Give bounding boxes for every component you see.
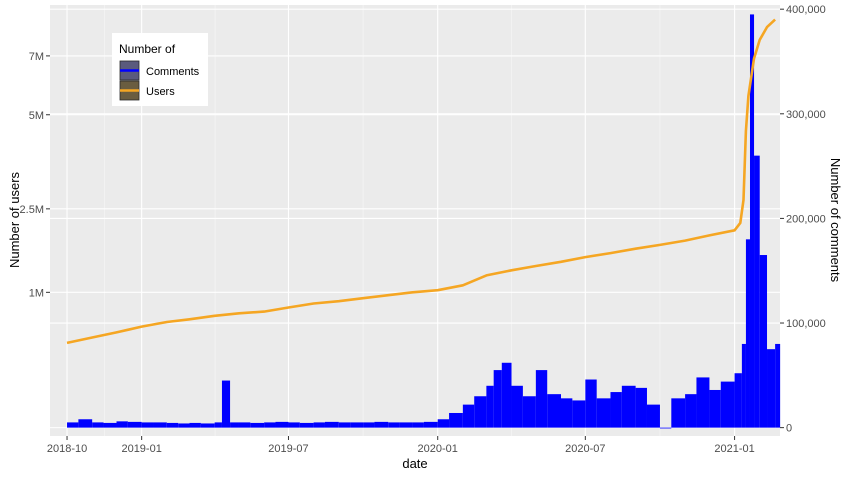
comments-bar [646, 404, 660, 428]
comments-bar [501, 362, 512, 428]
comments-bar [141, 422, 154, 428]
comments-bar [423, 421, 438, 428]
comments-bar [749, 14, 755, 428]
comments-bar [399, 422, 413, 428]
x-tick-label: 2018-10 [47, 443, 87, 455]
y-right-tick-label: 0 [786, 423, 792, 435]
comments-bar [288, 422, 300, 428]
comments-bar [696, 377, 710, 428]
x-axis-title: date [402, 456, 427, 471]
comments-bar [92, 422, 104, 428]
comments-bar [374, 421, 389, 428]
users-line-layer [66, 18, 776, 345]
y-axis-left: 1M 2.5M 5M 7M [20, 51, 50, 299]
comments-bar [200, 423, 215, 428]
comments-bar [449, 412, 463, 428]
comments-bar [511, 385, 523, 428]
comments-bar [363, 422, 375, 428]
comments-bar [350, 422, 364, 428]
comments-bar [754, 155, 760, 428]
comments-bar [178, 423, 190, 428]
comments-bar [103, 422, 117, 428]
comments-bar [67, 422, 79, 428]
comments-bar [767, 349, 776, 428]
x-tick-label: 2019-01 [121, 443, 161, 455]
y-left-tick-label: 5M [29, 110, 44, 122]
x-tick-label: 2020-01 [418, 443, 458, 455]
comments-bar [659, 427, 672, 429]
x-axis: 2018-10 2019-01 2019-07 2020-01 2020-07 2021-… [47, 436, 755, 455]
legend-label-comments: Comments [146, 66, 200, 78]
y-left-tick-label: 1M [29, 287, 44, 299]
comments-bar [250, 422, 265, 428]
x-tick-label: 2020-07 [565, 443, 605, 455]
y-axis-right: 0 100,000 200,000 300,000 400,000 [780, 4, 826, 435]
comments-bar [741, 343, 746, 428]
comments-bar [238, 422, 251, 428]
x-tick-label: 2019-07 [268, 443, 308, 455]
comments-bar [671, 398, 686, 428]
comments-bar [166, 422, 179, 428]
comments-bar [745, 239, 750, 428]
comments-bar [462, 404, 475, 428]
comments-bar [720, 381, 735, 428]
comments-bar [610, 392, 622, 428]
comments-bar [734, 373, 742, 428]
y-axis-left-title: Number of users [7, 171, 22, 268]
comments-bar [493, 370, 502, 428]
comments-bar [596, 398, 611, 428]
comments-bar [230, 422, 239, 428]
y-right-tick-label: 300,000 [786, 109, 826, 121]
comments-bar [127, 421, 142, 428]
comments-bar [299, 422, 314, 428]
comments-bar [685, 394, 697, 428]
comments-bar [324, 421, 339, 428]
comments-bar [437, 419, 450, 428]
comments-bar [486, 385, 494, 428]
legend: Number of Comments Users [112, 33, 208, 106]
y-axis-right-title: Number of comments [828, 158, 843, 283]
comments-bar [621, 385, 636, 428]
comments-bar [547, 394, 561, 428]
comments-bar [572, 400, 586, 428]
legend-title: Number of [119, 42, 176, 56]
comments-bar [264, 422, 276, 428]
users-line [66, 18, 776, 345]
y-right-tick-label: 200,000 [786, 213, 826, 225]
x-tick-label: 2021-01 [714, 443, 754, 455]
comments-bar [221, 380, 231, 428]
comments-bar [338, 422, 351, 428]
comments-bar [585, 379, 597, 428]
comments-bar [522, 396, 536, 428]
y-right-tick-label: 100,000 [786, 318, 826, 330]
comments-bars [67, 14, 781, 429]
comments-bar [275, 421, 289, 428]
comments-bar [116, 421, 128, 428]
comments-bar [388, 422, 400, 428]
comments-bar [474, 396, 487, 428]
comments-bar [189, 422, 201, 428]
comments-bar [214, 422, 222, 428]
comments-bar [775, 343, 781, 428]
comments-bar [412, 422, 424, 428]
comments-bar [535, 370, 548, 428]
y-right-tick-label: 400,000 [786, 4, 826, 16]
comments-bar [561, 398, 573, 428]
comments-bar [153, 422, 167, 428]
comments-bar [635, 387, 647, 428]
y-left-tick-label: 7M [29, 51, 44, 63]
comments-bar [78, 419, 93, 428]
y-left-tick-label: 2.5M [20, 204, 44, 216]
comments-bar [709, 389, 721, 428]
comments-bar [759, 255, 768, 428]
comments-bar [313, 422, 325, 428]
legend-label-users: Users [146, 86, 175, 98]
